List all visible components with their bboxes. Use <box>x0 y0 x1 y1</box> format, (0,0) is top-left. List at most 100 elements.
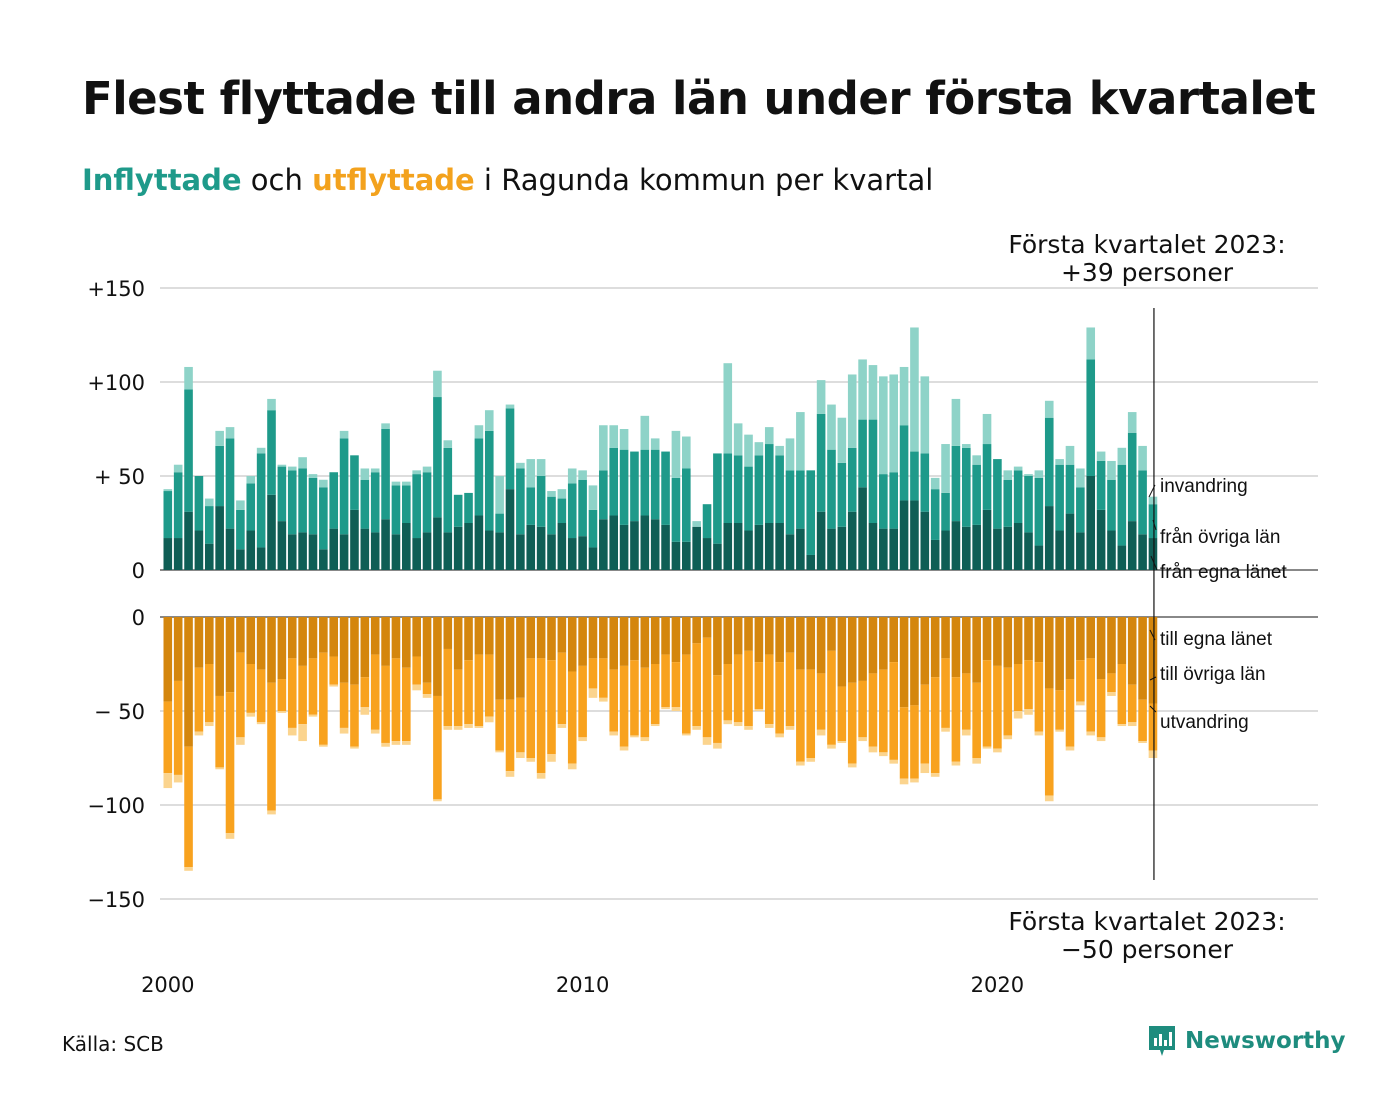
bar-in-immigration <box>495 476 504 514</box>
bar-out-other-counties <box>256 669 266 723</box>
bar-in-own-county <box>163 538 173 570</box>
bar-out-emigration <box>1024 709 1033 715</box>
bar-out-emigration <box>308 714 318 717</box>
bar-out-emigration <box>920 763 930 774</box>
bar-out-own-county <box>236 617 245 653</box>
bar-in-immigration <box>184 366 193 390</box>
bar-in-other-counties <box>1117 464 1127 546</box>
bar-out-emigration <box>204 722 214 727</box>
bar-out-own-county <box>194 617 204 668</box>
bar-in-immigration <box>619 429 629 450</box>
bar-out-own-county <box>381 617 390 666</box>
bar-in-other-counties <box>526 487 536 525</box>
bar-out-own-county <box>453 617 463 670</box>
bar-in-immigration <box>298 457 307 469</box>
bar-out-emigration <box>391 741 401 745</box>
bar-in-own-county <box>723 523 733 570</box>
bar-in-other-counties <box>827 449 836 529</box>
bar-out-other-counties <box>433 695 442 800</box>
bar-in-own-county <box>899 500 909 570</box>
bar-in-immigration <box>370 468 380 473</box>
bar-in-immigration <box>236 500 245 510</box>
bar-out-emigration <box>972 758 981 764</box>
bar-out-emigration <box>412 684 421 691</box>
bar-out-emigration <box>433 799 442 802</box>
bar-out-own-county <box>723 617 733 664</box>
bar-out-own-county <box>609 617 619 670</box>
bar-in-own-county <box>619 524 629 570</box>
bar-out-emigration <box>619 746 629 751</box>
bar-out-other-counties <box>1076 660 1085 702</box>
bar-out-other-counties <box>889 662 898 760</box>
bar-in-other-counties <box>236 509 245 550</box>
bar-in-own-county <box>578 536 587 570</box>
bar-out-emigration <box>764 724 774 728</box>
bar-in-other-counties <box>837 462 847 527</box>
bar-out-other-counties <box>837 686 847 742</box>
bar-in-immigration <box>816 380 826 414</box>
bar-in-other-counties <box>329 472 339 529</box>
bar-out-emigration <box>671 707 681 711</box>
bar-out-own-county <box>1138 617 1147 700</box>
bar-in-own-county <box>889 528 898 570</box>
newsworthy-logo[interactable]: Newsworthy <box>1147 1024 1346 1058</box>
bar-out-other-counties <box>329 656 339 685</box>
bar-out-emigration <box>1107 692 1116 696</box>
bar-in-other-counties <box>671 477 681 542</box>
bar-out-own-county <box>847 617 857 683</box>
bar-out-own-county <box>536 617 546 659</box>
bar-in-immigration <box>889 374 898 473</box>
bar-out-emigration <box>1138 741 1147 743</box>
bar-in-own-county <box>443 532 453 570</box>
bar-out-own-county <box>941 617 950 659</box>
subtitle-och: och <box>241 163 313 197</box>
bar-in-immigration <box>837 417 847 463</box>
bar-out-other-counties <box>246 664 256 713</box>
bar-in-other-counties <box>215 445 224 507</box>
bar-in-own-county <box>287 534 297 570</box>
bar-out-other-counties <box>412 656 421 685</box>
bar-in-other-counties <box>204 506 214 544</box>
bar-out-emigration <box>879 752 888 757</box>
bar-out-emigration <box>723 720 733 725</box>
bar-out-own-county <box>433 617 442 696</box>
bar-out-emigration <box>599 697 608 702</box>
bar-out-emigration <box>827 744 836 749</box>
bar-out-other-counties <box>671 662 681 708</box>
bar-out-emigration <box>381 742 390 747</box>
bar-in-other-counties <box>961 447 971 527</box>
bar-in-immigration <box>1003 470 1013 480</box>
bar-out-emigration <box>557 724 567 728</box>
bar-out-other-counties <box>650 664 660 725</box>
bar-in-other-counties <box>453 494 463 527</box>
bar-in-own-county <box>692 526 701 570</box>
bar-in-own-county <box>370 532 380 570</box>
bar-out-own-county <box>1003 617 1013 668</box>
bar-in-other-counties <box>630 451 639 522</box>
bar-in-own-county <box>495 532 504 570</box>
bar-in-other-counties <box>682 468 691 542</box>
series-label-in: invandring <box>1160 476 1248 497</box>
bar-in-immigration <box>215 430 224 446</box>
chart-title: Flest flyttade till andra län under förs… <box>82 72 1316 125</box>
bar-out-own-county <box>889 617 898 663</box>
bar-in-other-counties <box>713 453 722 544</box>
bar-in-immigration <box>941 444 950 493</box>
bar-out-emigration <box>402 741 411 745</box>
bar-out-emigration <box>194 731 204 736</box>
bar-out-emigration <box>484 716 494 723</box>
bar-out-own-county <box>619 617 629 666</box>
bar-in-own-county <box>588 547 598 570</box>
bar-in-own-county <box>858 487 867 570</box>
bar-in-immigration <box>1055 459 1064 465</box>
gridlines <box>160 287 1318 900</box>
bar-in-own-county <box>640 515 650 570</box>
bar-out-other-counties <box>682 654 691 734</box>
bar-in-immigration <box>412 470 421 475</box>
y-tick-label-top: +150 <box>87 277 145 301</box>
bar-out-other-counties <box>599 658 608 698</box>
bar-in-other-counties <box>484 430 494 531</box>
bar-out-other-counties <box>204 664 214 723</box>
bar-in-other-counties <box>661 451 670 525</box>
bar-in-own-county <box>599 519 608 570</box>
